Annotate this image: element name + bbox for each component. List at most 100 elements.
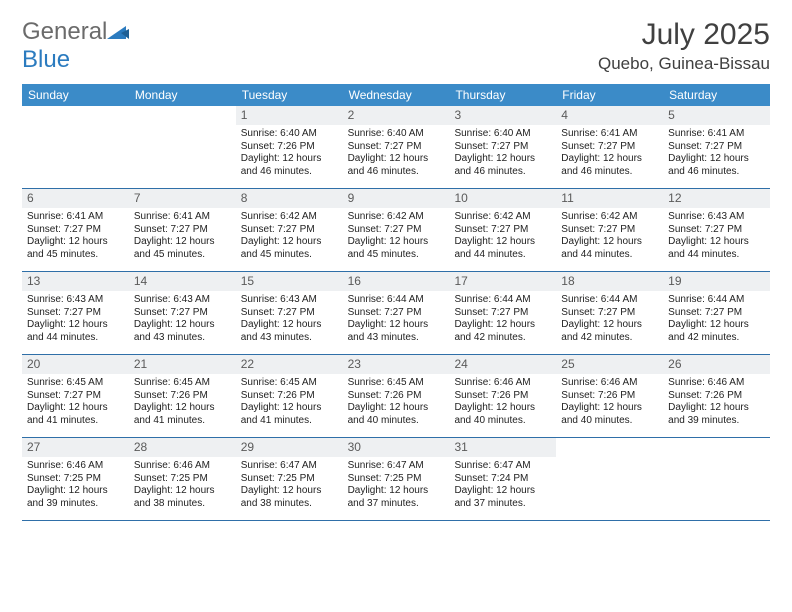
day-cell: 23Sunrise: 6:45 AMSunset: 7:26 PMDayligh…	[343, 355, 450, 437]
day-cell: 2Sunrise: 6:40 AMSunset: 7:27 PMDaylight…	[343, 106, 450, 188]
day-cell: 10Sunrise: 6:42 AMSunset: 7:27 PMDayligh…	[449, 189, 556, 271]
day-text-line: and 45 minutes.	[134, 249, 231, 262]
day-text-line: Sunset: 7:27 PM	[27, 224, 124, 237]
day-text-line: and 42 minutes.	[454, 332, 551, 345]
day-cell: 30Sunrise: 6:47 AMSunset: 7:25 PMDayligh…	[343, 438, 450, 520]
day-text-line: and 43 minutes.	[348, 332, 445, 345]
day-number: 8	[236, 189, 343, 208]
day-body: Sunrise: 6:45 AMSunset: 7:26 PMDaylight:…	[129, 374, 236, 431]
day-text-line: Sunrise: 6:46 AM	[27, 460, 124, 473]
day-text-line: Sunrise: 6:42 AM	[241, 211, 338, 224]
day-text-line: Sunset: 7:26 PM	[561, 390, 658, 403]
day-number: 29	[236, 438, 343, 457]
day-cell: 19Sunrise: 6:44 AMSunset: 7:27 PMDayligh…	[663, 272, 770, 354]
day-text-line: Sunrise: 6:42 AM	[454, 211, 551, 224]
day-text-line: and 44 minutes.	[668, 249, 765, 262]
day-text-line: Daylight: 12 hours	[241, 236, 338, 249]
day-text-line: Sunrise: 6:43 AM	[668, 211, 765, 224]
day-text-line: Sunrise: 6:46 AM	[134, 460, 231, 473]
day-text-line: Sunrise: 6:41 AM	[668, 128, 765, 141]
day-text-line: and 46 minutes.	[348, 166, 445, 179]
day-cell: .	[556, 438, 663, 520]
weekday-header-cell: Tuesday	[236, 84, 343, 106]
day-cell: 3Sunrise: 6:40 AMSunset: 7:27 PMDaylight…	[449, 106, 556, 188]
day-body: Sunrise: 6:43 AMSunset: 7:27 PMDaylight:…	[663, 208, 770, 265]
day-text-line: Daylight: 12 hours	[134, 485, 231, 498]
day-cell: 7Sunrise: 6:41 AMSunset: 7:27 PMDaylight…	[129, 189, 236, 271]
day-text-line: Daylight: 12 hours	[27, 319, 124, 332]
day-text-line: Sunrise: 6:45 AM	[241, 377, 338, 390]
day-number: 31	[449, 438, 556, 457]
day-number: 14	[129, 272, 236, 291]
day-number: 18	[556, 272, 663, 291]
day-text-line: Daylight: 12 hours	[348, 236, 445, 249]
day-cell: 12Sunrise: 6:43 AMSunset: 7:27 PMDayligh…	[663, 189, 770, 271]
day-cell: 1Sunrise: 6:40 AMSunset: 7:26 PMDaylight…	[236, 106, 343, 188]
day-number: 2	[343, 106, 450, 125]
day-text-line: Sunset: 7:27 PM	[348, 224, 445, 237]
day-text-line: Sunrise: 6:47 AM	[241, 460, 338, 473]
calendar-page: GeneralBlue July 2025 Quebo, Guinea-Biss…	[0, 0, 792, 539]
day-text-line: Sunrise: 6:43 AM	[241, 294, 338, 307]
day-text-line: Sunset: 7:27 PM	[27, 390, 124, 403]
day-text-line: and 44 minutes.	[454, 249, 551, 262]
day-text-line: Daylight: 12 hours	[241, 319, 338, 332]
day-cell: 6Sunrise: 6:41 AMSunset: 7:27 PMDaylight…	[22, 189, 129, 271]
day-text-line: Sunset: 7:27 PM	[454, 307, 551, 320]
day-text-line: Sunset: 7:26 PM	[454, 390, 551, 403]
day-body: Sunrise: 6:47 AMSunset: 7:25 PMDaylight:…	[343, 457, 450, 514]
week-row: 6Sunrise: 6:41 AMSunset: 7:27 PMDaylight…	[22, 189, 770, 272]
title-block: July 2025 Quebo, Guinea-Bissau	[598, 18, 770, 74]
day-text-line: Daylight: 12 hours	[348, 153, 445, 166]
day-number: 22	[236, 355, 343, 374]
day-number: 1	[236, 106, 343, 125]
day-body: Sunrise: 6:42 AMSunset: 7:27 PMDaylight:…	[556, 208, 663, 265]
day-text-line: Sunset: 7:27 PM	[241, 224, 338, 237]
day-text-line: Sunset: 7:25 PM	[27, 473, 124, 486]
day-text-line: Daylight: 12 hours	[27, 402, 124, 415]
day-cell: 28Sunrise: 6:46 AMSunset: 7:25 PMDayligh…	[129, 438, 236, 520]
day-body: Sunrise: 6:46 AMSunset: 7:26 PMDaylight:…	[556, 374, 663, 431]
day-text-line: Sunset: 7:27 PM	[348, 307, 445, 320]
day-body: Sunrise: 6:46 AMSunset: 7:25 PMDaylight:…	[22, 457, 129, 514]
day-text-line: and 42 minutes.	[668, 332, 765, 345]
day-text-line: Daylight: 12 hours	[134, 402, 231, 415]
day-text-line: Sunrise: 6:43 AM	[134, 294, 231, 307]
day-text-line: Sunrise: 6:42 AM	[348, 211, 445, 224]
day-body: Sunrise: 6:41 AMSunset: 7:27 PMDaylight:…	[129, 208, 236, 265]
day-text-line: Sunset: 7:25 PM	[241, 473, 338, 486]
day-text-line: Daylight: 12 hours	[454, 153, 551, 166]
day-text-line: Daylight: 12 hours	[668, 236, 765, 249]
day-cell: .	[22, 106, 129, 188]
day-text-line: Sunrise: 6:46 AM	[668, 377, 765, 390]
day-cell: 13Sunrise: 6:43 AMSunset: 7:27 PMDayligh…	[22, 272, 129, 354]
day-text-line: Sunset: 7:27 PM	[454, 141, 551, 154]
day-text-line: Sunset: 7:27 PM	[454, 224, 551, 237]
day-text-line: Daylight: 12 hours	[348, 319, 445, 332]
day-text-line: Sunrise: 6:44 AM	[561, 294, 658, 307]
week-row: 13Sunrise: 6:43 AMSunset: 7:27 PMDayligh…	[22, 272, 770, 355]
brand-logo: GeneralBlue	[22, 18, 129, 74]
week-row: ..1Sunrise: 6:40 AMSunset: 7:26 PMDaylig…	[22, 106, 770, 189]
weeks-container: .. 1Sunrise: 6:40 AMSunset: 7:26 PMDaylig…	[22, 106, 770, 521]
day-body: Sunrise: 6:41 AMSunset: 7:27 PMDaylight:…	[22, 208, 129, 265]
day-text-line: Daylight: 12 hours	[561, 319, 658, 332]
day-text-line: and 40 minutes.	[348, 415, 445, 428]
day-body: Sunrise: 6:43 AMSunset: 7:27 PMDaylight:…	[22, 291, 129, 348]
day-cell: 26Sunrise: 6:46 AMSunset: 7:26 PMDayligh…	[663, 355, 770, 437]
day-text-line: and 41 minutes.	[134, 415, 231, 428]
day-text-line: Daylight: 12 hours	[27, 236, 124, 249]
calendar-grid: SundayMondayTuesdayWednesdayThursdayFrid…	[22, 84, 770, 521]
weekday-header-cell: Thursday	[449, 84, 556, 106]
brand-name-gray: General	[22, 18, 107, 45]
day-text-line: Sunrise: 6:41 AM	[561, 128, 658, 141]
day-number: 7	[129, 189, 236, 208]
day-text-line: Daylight: 12 hours	[454, 319, 551, 332]
day-text-line: Daylight: 12 hours	[454, 236, 551, 249]
day-body: Sunrise: 6:41 AMSunset: 7:27 PMDaylight:…	[556, 125, 663, 182]
brand-name: GeneralBlue	[22, 18, 129, 74]
day-text-line: and 46 minutes.	[241, 166, 338, 179]
day-cell: .	[663, 438, 770, 520]
day-text-line: and 39 minutes.	[668, 415, 765, 428]
day-number: 12	[663, 189, 770, 208]
